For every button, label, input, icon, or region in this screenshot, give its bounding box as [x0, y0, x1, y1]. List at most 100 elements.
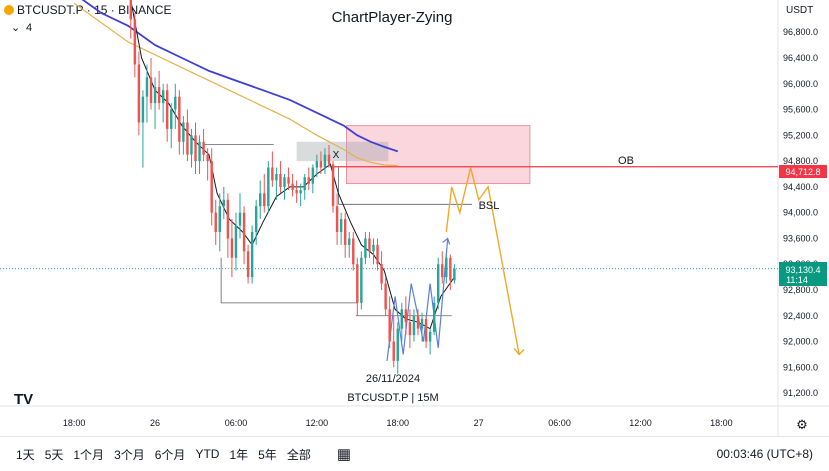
candle-body — [437, 264, 440, 303]
candle-body — [307, 177, 310, 184]
candle-up — [323, 148, 327, 174]
time-tick-label: 27 — [474, 418, 484, 428]
candle-down — [206, 148, 209, 181]
date-label: 26/11/2024 — [366, 373, 420, 385]
candle-down — [230, 219, 234, 278]
candle-up — [218, 193, 221, 252]
candle-body — [202, 141, 205, 155]
candle-down — [133, 12, 137, 78]
indicator-count[interactable]: 4 — [26, 22, 32, 34]
candle-up — [161, 83, 165, 123]
price-tick-label: 91,200.0 — [783, 388, 818, 398]
candle-body — [323, 154, 327, 168]
price-tick-label: 93,600.0 — [783, 233, 818, 243]
candle-up — [303, 174, 306, 200]
candle-body — [416, 315, 420, 329]
candle-body — [210, 161, 213, 213]
time-tick-label: 06:00 — [225, 418, 248, 428]
candle-body — [287, 177, 290, 184]
candle-down — [307, 167, 310, 191]
time-tick-label: 12:00 — [306, 418, 329, 428]
candle-up — [372, 238, 375, 265]
gray-imbalance-zone — [296, 141, 389, 162]
candle-body — [174, 96, 177, 110]
price-axis[interactable]: 96,800.0 96,400.0 96,000.0 95,600.0 95,200.0… — [783, 27, 818, 398]
chart-canvas[interactable]: BTCUSDT.P · 15 · BINANCE ⌄ 4 ChartPlayer… — [0, 0, 829, 436]
candle-up — [420, 312, 424, 342]
price-tick-label: 92,400.0 — [783, 311, 818, 321]
candle-up — [311, 164, 315, 194]
candle-body — [388, 309, 391, 342]
range-1y-button[interactable]: 1年 — [229, 447, 249, 462]
currency-label[interactable]: USDT — [786, 5, 813, 16]
chart-header: BTCUSDT.P · 15 · BINANCE ⌄ 4 — [4, 3, 171, 34]
candle-body — [295, 190, 298, 194]
candle-body — [153, 87, 157, 104]
candle-down — [279, 161, 282, 194]
x-level-label: X — [333, 150, 340, 161]
candle-up — [299, 183, 302, 207]
candle-body — [420, 319, 424, 329]
candle-down — [214, 199, 217, 245]
candle-body — [335, 206, 339, 232]
candle-body — [364, 238, 367, 258]
candle-body — [343, 219, 347, 245]
clock-display[interactable]: 00:03:46 (UTC+8) — [716, 447, 813, 461]
candle-up — [267, 161, 270, 213]
candle-down — [178, 90, 181, 155]
range-all-button[interactable]: 全部 — [286, 447, 311, 462]
candle-up — [190, 128, 193, 168]
candle-up — [453, 264, 456, 284]
candle-down — [352, 232, 355, 271]
candle-body — [259, 193, 262, 207]
candle-body — [380, 264, 383, 284]
candle-up — [360, 251, 363, 310]
time-tick-label: 18:00 — [63, 418, 86, 428]
candle-down — [271, 151, 274, 187]
candle-body — [157, 87, 161, 104]
candle-up — [259, 180, 262, 220]
candle-up — [400, 302, 404, 342]
indicator-collapse-icon[interactable]: ⌄ — [11, 22, 20, 34]
price-tick-label: 94,800.0 — [783, 156, 818, 166]
candle-body — [348, 238, 351, 245]
candle-up — [153, 77, 157, 129]
price-tick-label: 91,600.0 — [783, 362, 818, 372]
zones-layer — [296, 125, 531, 185]
candle-down — [263, 174, 266, 213]
candle-down — [246, 244, 250, 284]
candle-down — [441, 251, 444, 284]
price-tick-label: 94,400.0 — [783, 182, 818, 192]
range-3m-button[interactable]: 3个月 — [114, 447, 145, 462]
calendar-icon[interactable]: ▦ — [336, 446, 352, 463]
price-tick-label: 92,000.0 — [783, 337, 818, 347]
candle-up — [234, 212, 238, 271]
candle-body — [214, 212, 217, 232]
range-5y-button[interactable]: 5年 — [258, 447, 277, 462]
ob-label: OB — [618, 155, 634, 167]
range-1d-button[interactable]: 1天 — [16, 447, 35, 462]
settings-gear-icon[interactable]: ⚙ — [796, 418, 808, 433]
candle-body — [178, 96, 181, 142]
range-6m-button[interactable]: 6个月 — [154, 447, 186, 462]
tradingview-logo-icon[interactable]: TV — [14, 391, 33, 408]
candle-down — [165, 83, 169, 142]
candle-down — [194, 122, 197, 174]
candle-down — [356, 257, 359, 316]
range-ytd-button[interactable]: YTD — [195, 447, 220, 461]
last-price-text: 93,130.4 — [785, 265, 820, 275]
candle-up — [445, 254, 448, 284]
time-axis[interactable]: 18:00 26 06:00 12:00 18:00 27 06:00 12:00 18:00 — [63, 418, 733, 428]
candle-down — [404, 296, 408, 336]
candle-body — [206, 154, 209, 162]
candles-layer — [129, 0, 456, 374]
candle-body — [352, 238, 355, 265]
candle-body — [283, 177, 286, 187]
range-1m-button[interactable]: 1个月 — [73, 447, 105, 462]
candle-body — [319, 161, 323, 168]
countdown-text: 11:14 — [786, 275, 808, 285]
price-tick-label: 96,800.0 — [783, 27, 818, 37]
range-5d-button[interactable]: 5天 — [44, 447, 64, 462]
ma-gold-line — [73, 2, 398, 167]
candle-body — [246, 251, 250, 278]
